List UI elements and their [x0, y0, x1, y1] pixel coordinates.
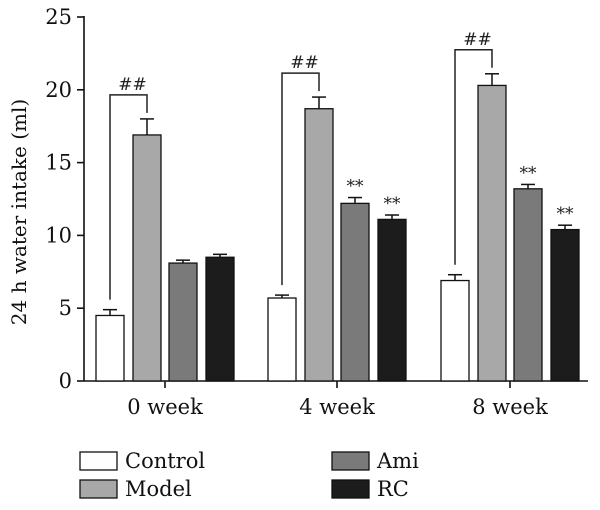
bar-ami	[340, 202, 370, 382]
bar-control	[95, 314, 125, 382]
significance-bracket	[281, 72, 320, 286]
legend-swatch-ami	[331, 451, 370, 471]
legend-swatch-rc	[331, 479, 370, 499]
significance-label: ##	[290, 53, 319, 73]
x-tick-label: 4 week	[299, 395, 375, 419]
bar-control	[440, 279, 470, 382]
y-tick-label: 25	[45, 5, 72, 29]
y-axis-label: 24 h water intake (ml)	[7, 99, 31, 325]
star-mark: **	[520, 163, 538, 183]
y-axis-label-group: 24 h water intake (ml)	[7, 99, 31, 325]
annotations: ## ## ## ** ** ** **	[109, 30, 575, 300]
y-tick-label: 10	[45, 223, 72, 247]
axes: 0 5 10 15 20 25 0 week 4 week 8 week	[45, 5, 588, 419]
legend-label-rc: RC	[377, 477, 409, 501]
y-tick-label: 0	[59, 369, 72, 393]
star-mark: **	[384, 194, 402, 214]
significance-label: ##	[463, 30, 492, 50]
bar-ami	[513, 188, 543, 382]
bar-rc	[550, 228, 580, 382]
bar-model	[132, 134, 162, 382]
significance-bracket	[454, 49, 493, 265]
bar-control	[267, 297, 297, 382]
star-mark: **	[557, 204, 575, 224]
bar-rc	[205, 256, 235, 382]
significance-bracket	[109, 94, 148, 300]
y-tick-label: 5	[59, 296, 72, 320]
bar-ami	[168, 262, 198, 382]
y-tick-label: 20	[45, 78, 72, 102]
legend-label-model: Model	[125, 477, 192, 501]
y-tick-label: 15	[45, 151, 72, 175]
x-tick-label: 8 week	[472, 395, 548, 419]
bar-model	[477, 84, 507, 382]
bars	[95, 73, 580, 382]
legend: Control Model Ami RC	[79, 449, 419, 501]
significance-label: ##	[118, 75, 147, 95]
bar-model	[304, 108, 334, 382]
legend-swatch-control	[79, 451, 118, 471]
bar-rc	[377, 218, 407, 382]
legend-label-control: Control	[125, 449, 205, 473]
legend-label-ami: Ami	[376, 449, 419, 473]
legend-swatch-model	[79, 479, 118, 499]
x-tick-label: 0 week	[127, 395, 203, 419]
star-mark: **	[347, 177, 365, 197]
